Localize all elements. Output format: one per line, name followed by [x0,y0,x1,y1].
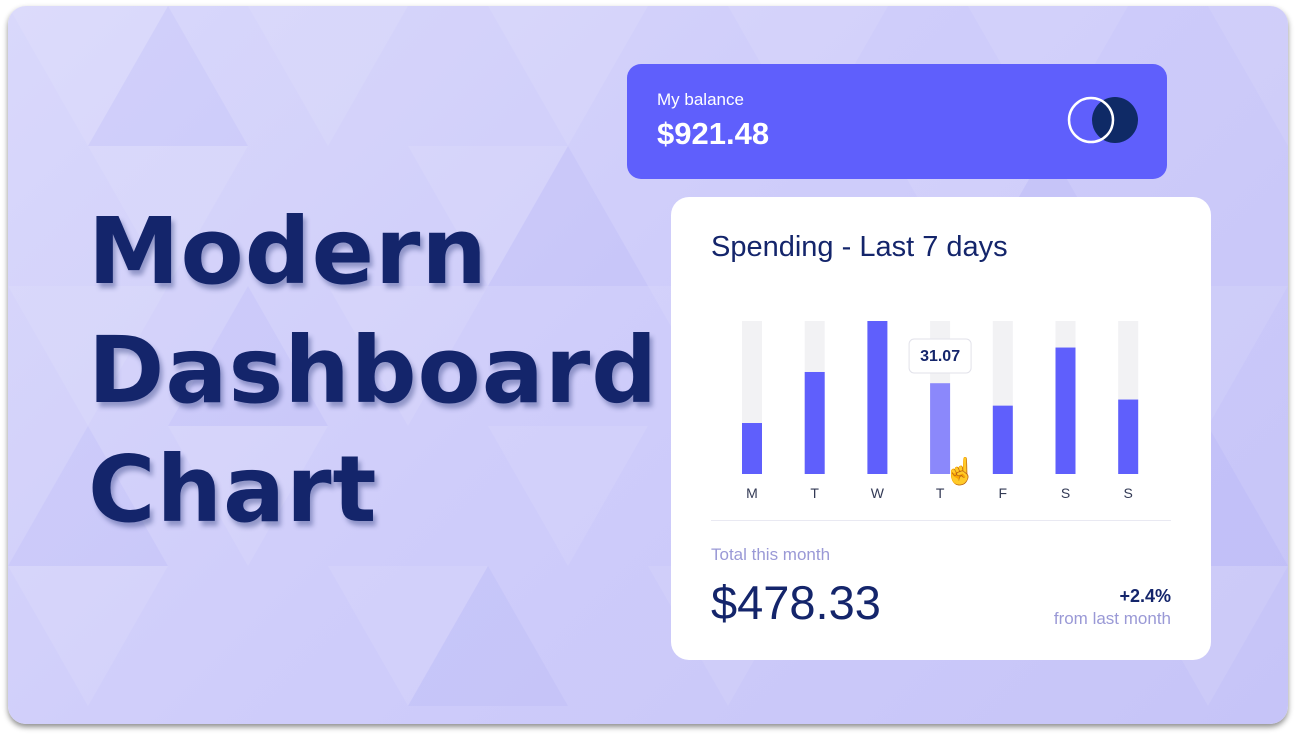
bar-1[interactable] [804,371,825,474]
change-summary: +2.4% from last month [1054,586,1171,629]
x-tick-label: T [810,485,819,501]
spending-card: Spending - Last 7 days M T W T 31.07 ☝ F S S Tot… [671,197,1211,660]
x-tick-label: F [999,485,1008,501]
balance-label: My balance [657,90,744,109]
x-tick-label: M [746,485,758,501]
card-brand-logo-icon [1067,96,1138,144]
tooltip-value: 31.07 [920,348,960,365]
balance-card: My balance $921.48 [627,64,1167,179]
change-percent: +2.4% [1119,586,1171,606]
bar-0[interactable] [742,423,762,474]
hero-line-2: Dashboard [88,317,659,424]
card-divider [711,520,1171,521]
x-tick-label: S [1124,485,1133,501]
hero-line-3: Chart [88,436,378,543]
x-tick-label: T [936,485,945,501]
balance-value: $921.48 [657,116,770,151]
change-note: from last month [1053,609,1171,628]
x-tick-label: W [871,485,885,501]
x-tick-label: S [1061,485,1070,501]
bar-2[interactable] [867,321,888,474]
banner-frame: Modern Dashboard Chart My balance $921.4… [8,6,1288,724]
total-value: $478.33 [711,576,881,629]
bar-3[interactable] [930,383,951,474]
total-label: Total this month [711,545,831,564]
hand-cursor-icon: ☝ [944,455,976,487]
hero-title: Modern Dashboard Chart [88,192,658,549]
spending-bar-chart: M T W T 31.07 ☝ F S S [742,321,1139,501]
bar-5[interactable] [1055,347,1076,474]
spending-title: Spending - Last 7 days [711,231,1008,263]
bar-tooltip: 31.07 [908,338,972,374]
bar-4[interactable] [992,405,1013,474]
bar-6[interactable] [1118,399,1139,474]
hero-line-1: Modern [88,198,488,305]
